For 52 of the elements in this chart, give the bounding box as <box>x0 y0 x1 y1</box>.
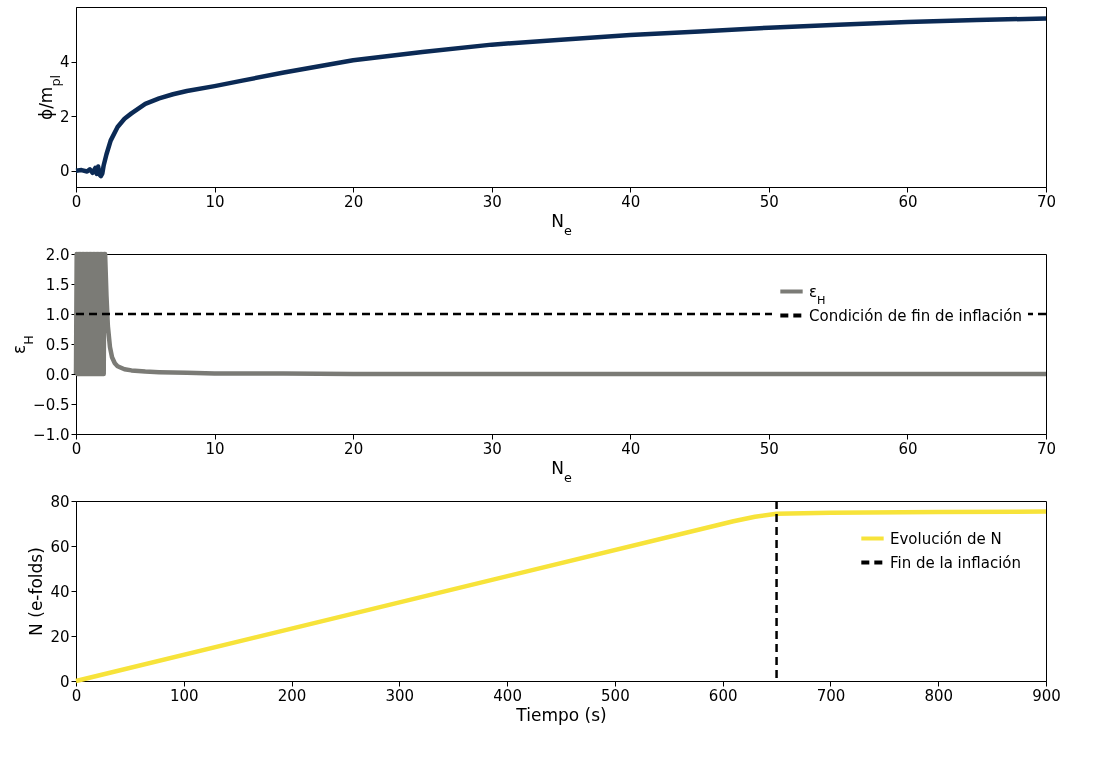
x-tick-label: 10 <box>205 439 225 458</box>
legend-label: ε$_{H}$ <box>809 282 826 306</box>
line-series <box>73 509 1049 684</box>
x-tick-label: 500 <box>601 686 630 705</box>
x-tick-label: 0 <box>71 439 82 458</box>
ref-line-label: Fin de la inflación <box>890 553 1022 572</box>
x-tick-label: 700 <box>816 686 846 705</box>
ref-line-label: Condición de fin de inflación <box>809 306 1022 325</box>
y-tick-label: 60 <box>50 537 70 556</box>
line-series <box>73 16 1049 179</box>
x-tick-label: 20 <box>344 439 364 458</box>
y-tick-label: 1.0 <box>45 305 70 324</box>
x-tick-label: 800 <box>924 686 954 705</box>
x-tick-label: 200 <box>277 686 307 705</box>
y-tick-label: −1.0 <box>33 425 70 444</box>
x-tick-label: 50 <box>759 439 779 458</box>
x-tick-label: 100 <box>169 686 199 705</box>
legend-label: Evolución de N <box>890 529 1002 548</box>
x-tick-label: 60 <box>898 192 918 211</box>
x-tick-label: 70 <box>1036 192 1057 211</box>
x-tick-label: 40 <box>621 439 641 458</box>
y-tick-label: 4 <box>59 53 70 72</box>
x-tick-label: 30 <box>482 192 502 211</box>
y-tick-label: 1.5 <box>45 275 70 294</box>
y-tick-label: 0.5 <box>45 335 70 354</box>
x-tick-label: 300 <box>385 686 415 705</box>
x-tick-label: 40 <box>621 192 641 211</box>
x-tick-label: 20 <box>344 192 364 211</box>
x-tick-label: 600 <box>708 686 738 705</box>
x-tick-label: 400 <box>493 686 522 705</box>
x-axis-title: N$_{e}$ <box>551 457 572 484</box>
y-axis-title: N (e-folds) <box>26 547 47 636</box>
x-tick-label: 30 <box>482 439 502 458</box>
x-axis-title: Tiempo (s) <box>515 704 607 725</box>
y-tick-label: −0.5 <box>33 395 70 414</box>
y-tick-label: 2 <box>59 107 70 126</box>
x-axis-title: N$_{e}$ <box>551 210 572 237</box>
x-tick-label: 70 <box>1036 439 1057 458</box>
x-tick-label: 50 <box>759 192 779 211</box>
x-tick-label: 900 <box>1032 686 1061 705</box>
y-tick-label: 80 <box>50 492 70 511</box>
y-tick-label: 0 <box>59 162 70 181</box>
y-tick-label: 2.0 <box>45 245 70 264</box>
y-tick-label: 0.0 <box>45 365 70 384</box>
x-tick-label: 60 <box>898 439 918 458</box>
x-tick-label: 10 <box>205 192 225 211</box>
x-tick-label: 0 <box>71 192 82 211</box>
y-tick-label: 40 <box>50 582 70 601</box>
y-tick-label: 0 <box>59 672 70 691</box>
y-tick-label: 20 <box>50 627 70 646</box>
line-series <box>73 251 1049 377</box>
x-tick-label: 0 <box>71 686 82 705</box>
